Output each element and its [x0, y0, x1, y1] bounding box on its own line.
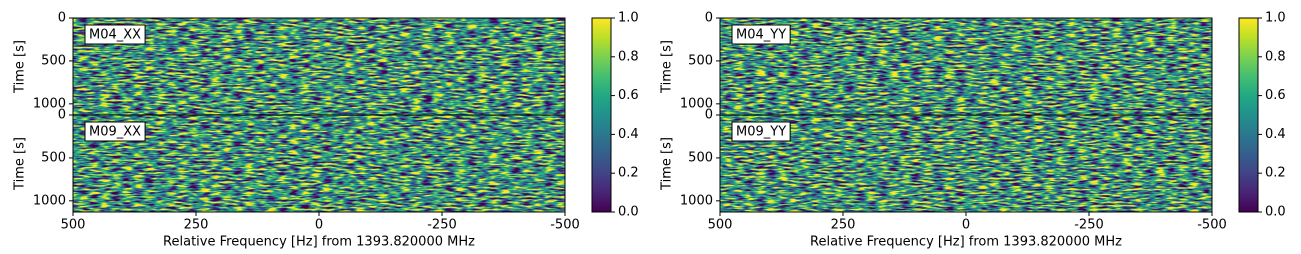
- x-axis-label: Relative Frequency [Hz] from 1393.820000…: [163, 235, 475, 250]
- y-axis-label: Time [s]: [13, 40, 28, 94]
- colorbar-tick-label: 0.8: [1265, 49, 1286, 64]
- colorbar-tick-label: 0.0: [618, 205, 639, 220]
- y-axis-label: Time [s]: [660, 40, 675, 94]
- panel-label-box: [731, 121, 791, 142]
- panel-label: M09_XX: [84, 121, 146, 142]
- colorbar-tick-label: 0.6: [1265, 88, 1286, 103]
- colorbar-tick-label: 0.4: [618, 127, 639, 142]
- panel-label-box: [84, 24, 146, 45]
- colorbar-tick-label: 0.4: [1265, 127, 1286, 142]
- panel-label: M09_YY: [731, 121, 791, 142]
- colorbar-tick-label: 1.0: [1265, 11, 1286, 26]
- colorbar: [591, 17, 612, 213]
- y-tick-label: 0: [705, 108, 713, 123]
- panel-label: M04_XX: [84, 24, 146, 45]
- colorbar-tick-label: 0.2: [618, 166, 639, 181]
- x-tick-label: -250: [427, 218, 457, 233]
- y-tick-label: 500: [688, 53, 713, 68]
- x-tick-label: -500: [1197, 218, 1227, 233]
- heatmap-image: [720, 18, 1212, 115]
- colorbar-tick-label: 0.0: [1265, 205, 1286, 220]
- y-tick-label: 1000: [33, 96, 66, 111]
- panel-label-box: [84, 121, 146, 142]
- heatmap-figure: 0 500 1000 Time [s] M04_YY 0 500 1000 Time [s] M0…: [660, 11, 1286, 250]
- y-tick-label: 500: [688, 150, 713, 165]
- x-tick-label: -500: [550, 218, 580, 233]
- y-tick-label: 1000: [680, 96, 713, 111]
- x-axis-label: Relative Frequency [Hz] from 1393.820000…: [810, 235, 1122, 250]
- x-tick-label: 500: [61, 218, 86, 233]
- y-tick-label: 0: [705, 11, 713, 26]
- panel-label: M04_YY: [731, 24, 791, 45]
- y-axis-label: Time [s]: [660, 137, 675, 191]
- panel-label-box: [731, 24, 791, 45]
- x-tick-label: 250: [184, 218, 209, 233]
- heatmap-image: [720, 115, 1212, 212]
- y-tick-label: 0: [58, 11, 66, 26]
- x-tick-label: 0: [315, 218, 323, 233]
- x-tick-label: 0: [962, 218, 970, 233]
- colorbar-tick-label: 0.2: [1265, 166, 1286, 181]
- x-tick-label: 500: [708, 218, 733, 233]
- y-tick-label: 1000: [680, 193, 713, 208]
- colorbar-tick-label: 0.6: [618, 88, 639, 103]
- panel-label-text: M04_XX: [89, 28, 141, 43]
- panel-label-text: M09_YY: [736, 125, 786, 140]
- colorbar-tick-label: 1.0: [618, 11, 639, 26]
- colorbar-tick-label: 0.8: [618, 49, 639, 64]
- x-tick-label: 250: [831, 218, 856, 233]
- panel-label-text: M04_YY: [736, 28, 786, 43]
- y-tick-label: 1000: [33, 193, 66, 208]
- x-tick-label: -250: [1074, 218, 1104, 233]
- heatmap-image: [73, 115, 565, 212]
- y-tick-label: 0: [58, 108, 66, 123]
- panel-label-text: M09_XX: [89, 125, 141, 140]
- colorbar: [1238, 17, 1259, 213]
- y-tick-label: 500: [41, 53, 66, 68]
- y-axis-label: Time [s]: [13, 137, 28, 191]
- heatmap-image: [73, 18, 565, 115]
- y-tick-label: 500: [41, 150, 66, 165]
- heatmap-figure: 0 500 1000 Time [s] M04_XX 0 500 1000 Time [s] M0…: [13, 11, 639, 250]
